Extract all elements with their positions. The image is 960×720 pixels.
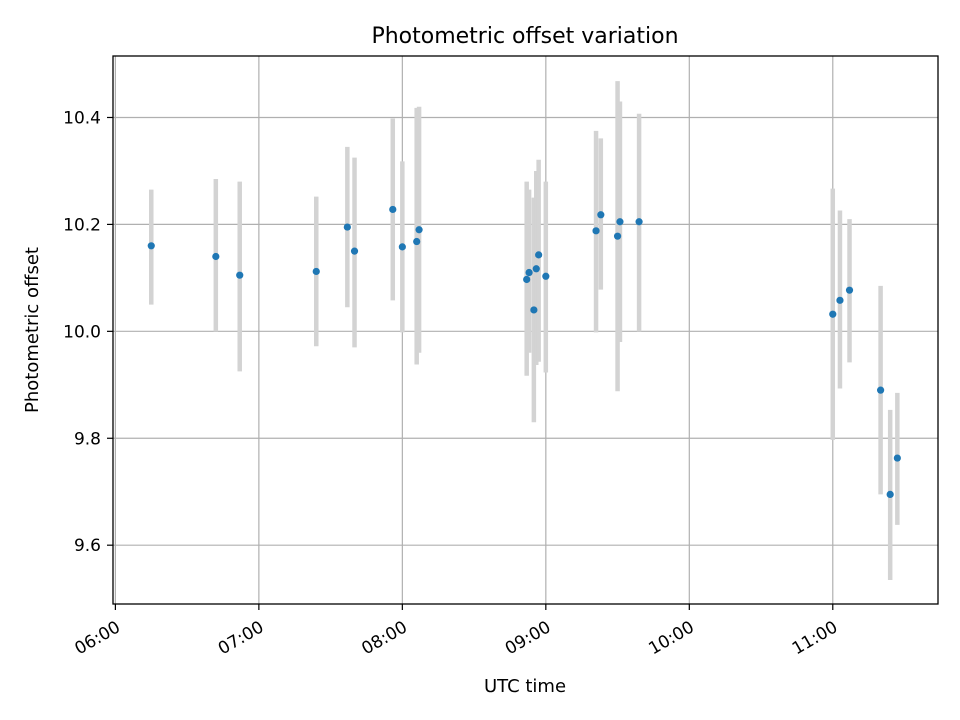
data-point [312,267,320,276]
data-point [350,247,359,255]
x-axis-label: UTC time [484,676,566,697]
y-tick-label: 10.0 [63,322,101,342]
x-tick-label: 09:00 [502,617,554,659]
data-point [530,306,538,314]
x-tick-label: 08:00 [358,617,410,659]
data-point [886,490,894,498]
data-point [542,272,550,280]
data-point [635,218,643,226]
point-layer [147,205,901,498]
y-tick-label: 10.2 [63,215,101,235]
chart-title: Photometric offset variation [371,24,678,49]
data-point [389,205,397,214]
data-point [535,251,543,259]
data-point [613,232,622,240]
data-point [616,218,624,226]
data-point [532,265,540,273]
tick-layer: 06:00 07:00 08:00 09:00 10:00 11:00 9.6 9.8 10.0… [63,108,841,659]
data-point [836,296,844,304]
x-tick-label: 10:00 [645,617,697,659]
data-point [523,275,531,284]
data-point [893,454,901,462]
y-tick-label: 9.6 [74,536,101,556]
data-point [398,243,406,251]
data-point [415,226,423,234]
data-point [343,223,351,231]
data-point [592,227,600,235]
data-point [877,386,885,394]
x-tick-label: 07:00 [215,617,267,659]
data-point [829,310,837,318]
y-axis-label: Photometric offset [22,247,43,413]
data-point [597,211,605,219]
data-point [212,252,220,261]
errorbar-layer [149,81,900,580]
y-tick-label: 10.4 [63,108,101,128]
plot-frame [112,55,939,605]
data-point [147,242,155,250]
x-tick-label: 06:00 [71,617,123,659]
data-point [413,237,421,246]
data-point [525,268,533,277]
x-tick-label: 11:00 [789,617,841,659]
y-tick-label: 9.8 [74,429,101,449]
data-point [236,271,244,279]
data-point [845,286,854,294]
